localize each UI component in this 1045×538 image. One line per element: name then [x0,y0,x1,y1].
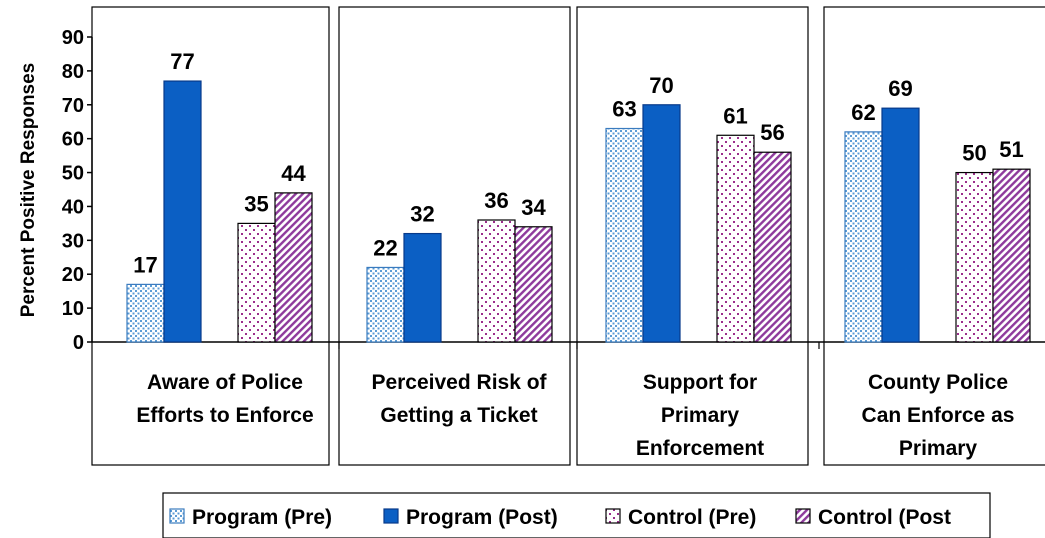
bar-control-post-4 [992,168,1031,343]
bar-control-pre-3 [716,134,755,343]
y-tick-label: 60 [62,129,84,151]
legend-label: Program (Pre) [192,506,332,529]
data-label: 50 [962,141,986,166]
legend-label: Program (Post) [406,506,558,529]
bar-program-post-1 [163,80,202,343]
data-label: 36 [484,188,508,213]
data-label: 17 [133,252,157,277]
y-tick-label: 10 [62,298,84,320]
data-label: 70 [649,73,673,98]
data-label: 77 [170,49,194,74]
category-frame-2 [338,6,571,466]
y-tick-label: 70 [62,95,84,117]
bar-control-pre-2 [477,219,516,343]
bar-control-pre-1 [237,222,276,343]
category-label-2: Perceived Risk of Getting a Ticket [371,371,547,427]
legend-box [162,492,991,538]
data-labels: 17 22 63 62 77 32 70 69 35 36 61 50 44 34 56 51 [133,49,1023,277]
y-tick-label: 50 [62,163,84,185]
data-label: 22 [373,235,397,260]
bar-program-pre-1 [126,283,165,343]
bars [126,80,1031,343]
bar-program-post-2 [403,232,442,343]
bar-program-pre-2 [366,266,405,343]
category-label-4: County Police Can Enforce as Primary [862,371,1015,460]
category-labels: Aware of Police Efforts to Enforce Perceiv… [136,371,1014,460]
bar-control-pre-4 [955,171,994,343]
legend: Program (Pre) Program (Post) Control (Pre)… [162,492,991,538]
data-label: 51 [999,137,1023,162]
category-label-3: Support for Primary Enforcement [636,371,764,460]
data-label: 35 [244,191,268,216]
bar-control-post-2 [514,226,553,343]
legend-label: Control (Post [818,506,951,529]
y-axis-label: Percent Positive Responses [18,63,39,318]
data-label: 56 [760,120,784,145]
data-label: 61 [723,103,747,128]
y-tick-label: 90 [62,27,84,49]
legend-label: Control (Pre) [628,506,756,529]
category-label-1: Aware of Police Efforts to Enforce [136,371,313,427]
category-frame-3 [576,6,809,466]
legend-swatch [605,508,621,524]
y-tick-label: 80 [62,61,84,83]
bar-control-post-1 [274,192,313,343]
legend-swatch [169,508,185,524]
y-tick-label: 40 [62,196,84,218]
y-tick-label: 0 [73,332,84,354]
data-label: 63 [612,97,636,122]
y-tick-label: 30 [62,230,84,252]
bar-control-post-3 [753,151,792,343]
legend-swatch [795,508,811,524]
data-label: 32 [410,202,434,227]
bar-program-pre-3 [605,127,644,343]
category-frame-4 [823,6,1045,466]
data-label: 62 [851,100,875,125]
bar-program-post-3 [642,104,681,343]
bar-program-post-4 [881,107,920,343]
legend-swatch [383,508,399,524]
data-label: 44 [281,161,306,186]
category-frames [91,6,1045,466]
y-tick-label: 20 [62,264,84,286]
data-label: 69 [888,76,912,101]
bar-program-pre-4 [844,131,883,343]
data-label: 34 [521,195,546,220]
